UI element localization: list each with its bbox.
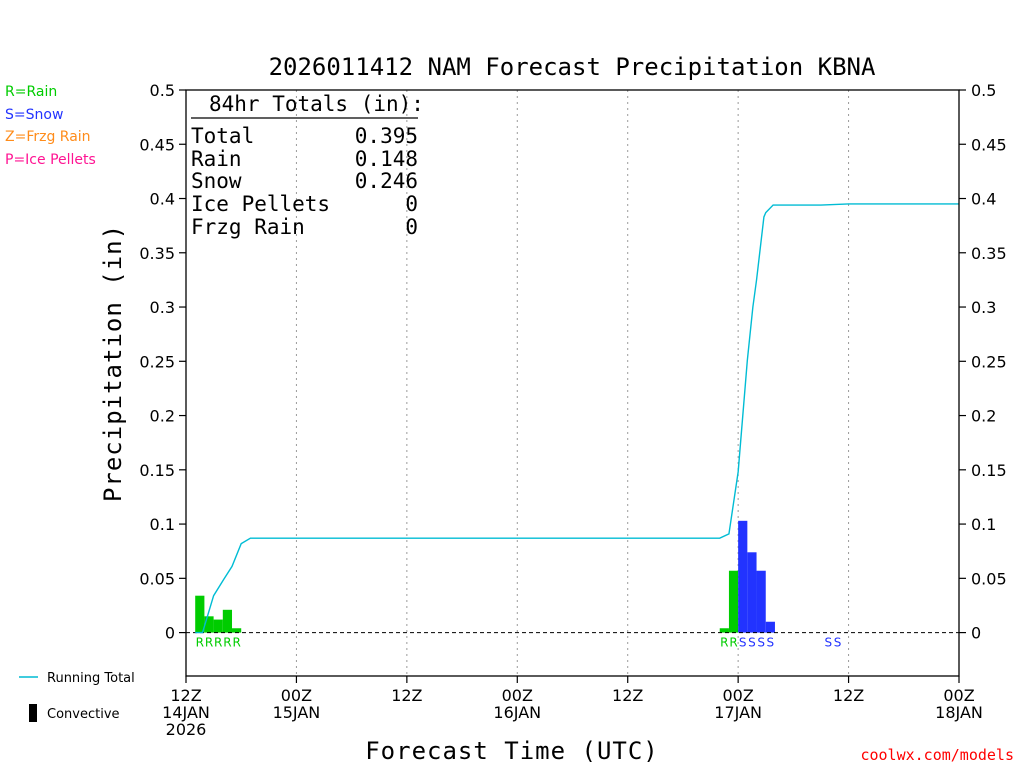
precip-bar	[222, 609, 233, 633]
y-tick-label: 0.3	[150, 298, 175, 317]
precip-bar	[195, 595, 205, 633]
legend-snow: S=Snow	[5, 107, 63, 123]
y-axis-label: Precipitation (in)	[99, 224, 127, 502]
precip-bar	[747, 552, 757, 633]
running-total-legend-label: Running Total	[47, 671, 135, 686]
legend-frzg-rain: Z=Frzg Rain	[5, 129, 91, 145]
totals-label-frzg-rain: Frzg Rain	[191, 215, 305, 239]
x-tick-label: 2026	[166, 720, 207, 739]
totals-value-total: 0.395	[355, 124, 418, 148]
totals-label-ice-pellets: Ice Pellets	[191, 192, 330, 216]
precip-bar	[765, 621, 775, 633]
y-tick-label: 0.35	[139, 244, 175, 263]
convective-legend-swatch	[29, 704, 37, 722]
ptype-label: R	[196, 636, 204, 650]
plot-frame	[185, 89, 960, 677]
y-tick-label-right: 0.15	[971, 461, 1007, 480]
y-tick-label: 0	[165, 624, 175, 643]
ptype-label: S	[834, 636, 842, 650]
y-tick-label: 0.05	[139, 569, 175, 588]
ptype-label: R	[720, 636, 728, 650]
legend-rain: R=Rain	[5, 84, 57, 100]
x-tick-label: 17JAN	[714, 703, 762, 722]
ptype-label: R	[214, 636, 222, 650]
y-tick-label-right: 0.35	[971, 244, 1007, 263]
y-tick-label-right: 0.1	[971, 515, 996, 534]
credit-text: coolwx.com/models	[860, 746, 1014, 764]
totals-label-rain: Rain	[191, 147, 242, 171]
precip-bar	[204, 616, 214, 633]
x-tick-label: 18JAN	[935, 703, 983, 722]
ptype-label: S	[825, 636, 833, 650]
precip-bar	[213, 619, 223, 633]
legend-ice-pellets: P=Ice Pellets	[5, 152, 96, 168]
y-tick-label-right: 0.25	[971, 352, 1007, 371]
precip-bar	[232, 628, 242, 633]
y-tick-label: 0.1	[150, 515, 175, 534]
x-tick-label: 15JAN	[273, 703, 321, 722]
x-tick-label: 12Z	[833, 686, 864, 705]
x-tick-label: 16JAN	[493, 703, 541, 722]
running-total-line	[195, 203, 959, 634]
y-tick-label-right: 0	[971, 624, 981, 643]
y-tick-label-right: 0.4	[971, 190, 996, 209]
y-tick-label-right: 0.45	[971, 135, 1007, 154]
totals-value-frzg-rain: 0	[405, 215, 418, 239]
y-tick-label: 0.45	[139, 135, 175, 154]
x-tick-label: 14JAN	[162, 703, 210, 722]
totals-value-snow: 0.246	[355, 169, 418, 193]
precip-bar	[738, 520, 748, 633]
precip-bar	[756, 570, 766, 633]
totals-box: 84hr Totals (in): Total 0.395 Rain 0.148…	[191, 92, 424, 239]
x-tick-label: 12Z	[170, 686, 201, 705]
y-tick-label-right: 0.5	[971, 81, 996, 100]
y-tick-label: 0.5	[150, 81, 175, 100]
x-axis-label: Forecast Time (UTC)	[365, 737, 659, 765]
ptype-label: S	[748, 636, 756, 650]
precip-bar	[728, 570, 739, 633]
totals-label-snow: Snow	[191, 169, 242, 193]
convective-legend-label: Convective	[47, 707, 120, 722]
y-tick-label: 0.15	[139, 461, 175, 480]
totals-value-rain: 0.148	[355, 147, 418, 171]
precip-bar	[719, 628, 729, 633]
ptype-label: S	[767, 636, 775, 650]
totals-value-ice-pellets: 0	[405, 192, 418, 216]
ptype-label: R	[232, 636, 240, 650]
x-tick-label: 00Z	[502, 686, 533, 705]
ptype-label: S	[757, 636, 765, 650]
x-tick-label: 12Z	[391, 686, 422, 705]
x-tick-label: 00Z	[722, 686, 753, 705]
totals-header: 84hr Totals (in):	[209, 92, 424, 116]
totals-label-total: Total	[191, 124, 254, 148]
ptype-label: S	[739, 636, 747, 650]
x-tick-label: 00Z	[281, 686, 312, 705]
y-tick-label-right: 0.2	[971, 407, 996, 426]
x-tick-label: 12Z	[612, 686, 643, 705]
chart-title: 2026011412 NAM Forecast Precipitation KB…	[269, 53, 876, 81]
y-tick-label-right: 0.05	[971, 569, 1007, 588]
ptype-label: R	[205, 636, 213, 650]
ptype-label: R	[223, 636, 231, 650]
x-tick-label: 00Z	[943, 686, 974, 705]
y-tick-label-right: 0.3	[971, 298, 996, 317]
y-tick-label: 0.2	[150, 407, 175, 426]
ptype-label: R	[729, 636, 737, 650]
y-tick-label: 0.25	[139, 352, 175, 371]
y-tick-label: 0.4	[150, 190, 175, 209]
